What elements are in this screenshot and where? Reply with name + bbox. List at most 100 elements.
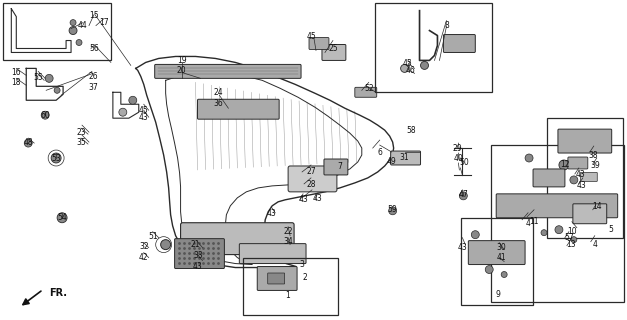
Text: 45: 45 [403,59,413,68]
Text: 3: 3 [300,260,305,269]
FancyBboxPatch shape [496,194,618,218]
Bar [3,3,111,60]
Circle shape [51,153,61,163]
Circle shape [555,226,563,234]
Circle shape [76,40,82,45]
FancyBboxPatch shape [324,159,348,175]
FancyBboxPatch shape [443,35,475,52]
Circle shape [45,74,53,82]
Circle shape [460,192,467,200]
Text: 59: 59 [387,205,398,214]
Text: 14: 14 [592,202,601,211]
Circle shape [119,108,127,116]
Circle shape [41,111,49,119]
Text: 9: 9 [496,290,500,299]
Text: 43: 43 [577,181,587,190]
Text: 5: 5 [608,225,613,234]
Text: 16: 16 [11,68,21,77]
Circle shape [571,237,577,243]
FancyBboxPatch shape [581,172,598,181]
FancyBboxPatch shape [155,64,301,78]
FancyBboxPatch shape [288,166,337,192]
Text: 23: 23 [76,128,86,137]
Circle shape [570,176,578,184]
Text: 48: 48 [23,138,33,147]
Text: 11: 11 [529,217,539,226]
Text: 43: 43 [139,113,149,122]
Text: 31: 31 [400,153,409,162]
Circle shape [161,240,171,250]
Text: 47: 47 [458,190,468,199]
Circle shape [525,154,533,162]
Text: 32: 32 [139,242,149,251]
Text: 49: 49 [387,157,396,166]
Text: 50: 50 [460,158,469,167]
Text: 54: 54 [57,213,67,222]
Circle shape [421,61,428,69]
FancyBboxPatch shape [391,151,421,165]
FancyBboxPatch shape [257,267,297,291]
FancyBboxPatch shape [568,157,587,169]
FancyBboxPatch shape [468,241,525,265]
Text: 12: 12 [560,160,570,170]
Text: 21: 21 [191,240,200,249]
FancyBboxPatch shape [533,169,565,187]
FancyBboxPatch shape [322,44,346,60]
Text: 57: 57 [564,233,574,242]
FancyBboxPatch shape [268,273,285,284]
Text: 20: 20 [177,66,186,75]
Text: 30: 30 [497,243,506,252]
Text: FR.: FR. [49,288,67,299]
Text: 51: 51 [148,232,157,241]
Text: 24: 24 [214,88,223,97]
Text: 4: 4 [525,219,530,228]
Text: 4: 4 [593,240,597,249]
Text: 52: 52 [364,84,374,93]
Text: 25: 25 [328,44,338,53]
FancyBboxPatch shape [558,129,612,153]
Circle shape [559,160,569,170]
Circle shape [70,20,76,26]
Bar [491,145,624,302]
FancyBboxPatch shape [573,204,607,224]
Text: 43: 43 [192,262,203,271]
Text: 6: 6 [377,148,382,156]
Circle shape [501,271,507,277]
Text: 13: 13 [566,240,576,249]
Text: 38: 38 [588,150,598,160]
Circle shape [57,213,67,223]
Text: 43: 43 [266,209,276,218]
Circle shape [24,139,32,147]
Text: 58: 58 [407,126,416,135]
Text: 15: 15 [89,11,99,20]
Text: 1: 1 [285,291,290,300]
Text: 40: 40 [453,154,463,163]
Text: 45: 45 [139,106,149,115]
Text: 28: 28 [306,180,316,189]
Text: 18: 18 [11,78,21,87]
Text: 42: 42 [139,253,149,262]
Text: 33: 33 [194,251,203,260]
Text: 2: 2 [303,273,307,282]
Text: 22: 22 [283,227,293,236]
Text: 8: 8 [444,21,449,30]
Bar [461,218,533,305]
Circle shape [389,207,397,215]
FancyBboxPatch shape [355,87,377,97]
FancyBboxPatch shape [240,244,306,264]
Circle shape [401,64,409,72]
Circle shape [485,266,493,274]
Bar [243,258,338,315]
Text: 39: 39 [591,162,601,171]
Text: 10: 10 [567,227,577,236]
Circle shape [129,96,137,104]
Circle shape [54,87,60,93]
Circle shape [472,231,479,239]
Text: 29: 29 [453,144,462,153]
Text: 46: 46 [406,66,416,75]
Text: 43: 43 [298,195,308,204]
Circle shape [541,230,547,236]
Bar [547,118,623,238]
Text: 19: 19 [177,56,186,65]
Text: 35: 35 [76,138,86,147]
